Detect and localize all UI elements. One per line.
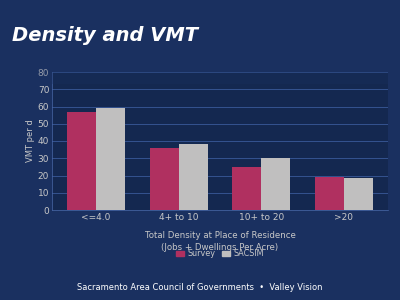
Bar: [232, 167, 261, 210]
Text: Density and VMT: Density and VMT: [12, 26, 198, 45]
Bar: [261, 158, 290, 210]
Bar: [96, 108, 125, 210]
Text: Total Density at Place of Residence: Total Density at Place of Residence: [144, 231, 296, 240]
Bar: [315, 177, 344, 210]
Bar: [67, 112, 96, 210]
Text: (Jobs + Dwellings Per Acre): (Jobs + Dwellings Per Acre): [162, 243, 278, 252]
Y-axis label: VMT per d: VMT per d: [26, 120, 35, 162]
Bar: [344, 178, 373, 210]
Bar: [179, 144, 208, 210]
Legend: Survey, SACSIM: Survey, SACSIM: [173, 246, 267, 262]
Bar: [150, 148, 179, 210]
Text: Sacramento Area Council of Governments  •  Valley Vision: Sacramento Area Council of Governments •…: [77, 283, 323, 292]
